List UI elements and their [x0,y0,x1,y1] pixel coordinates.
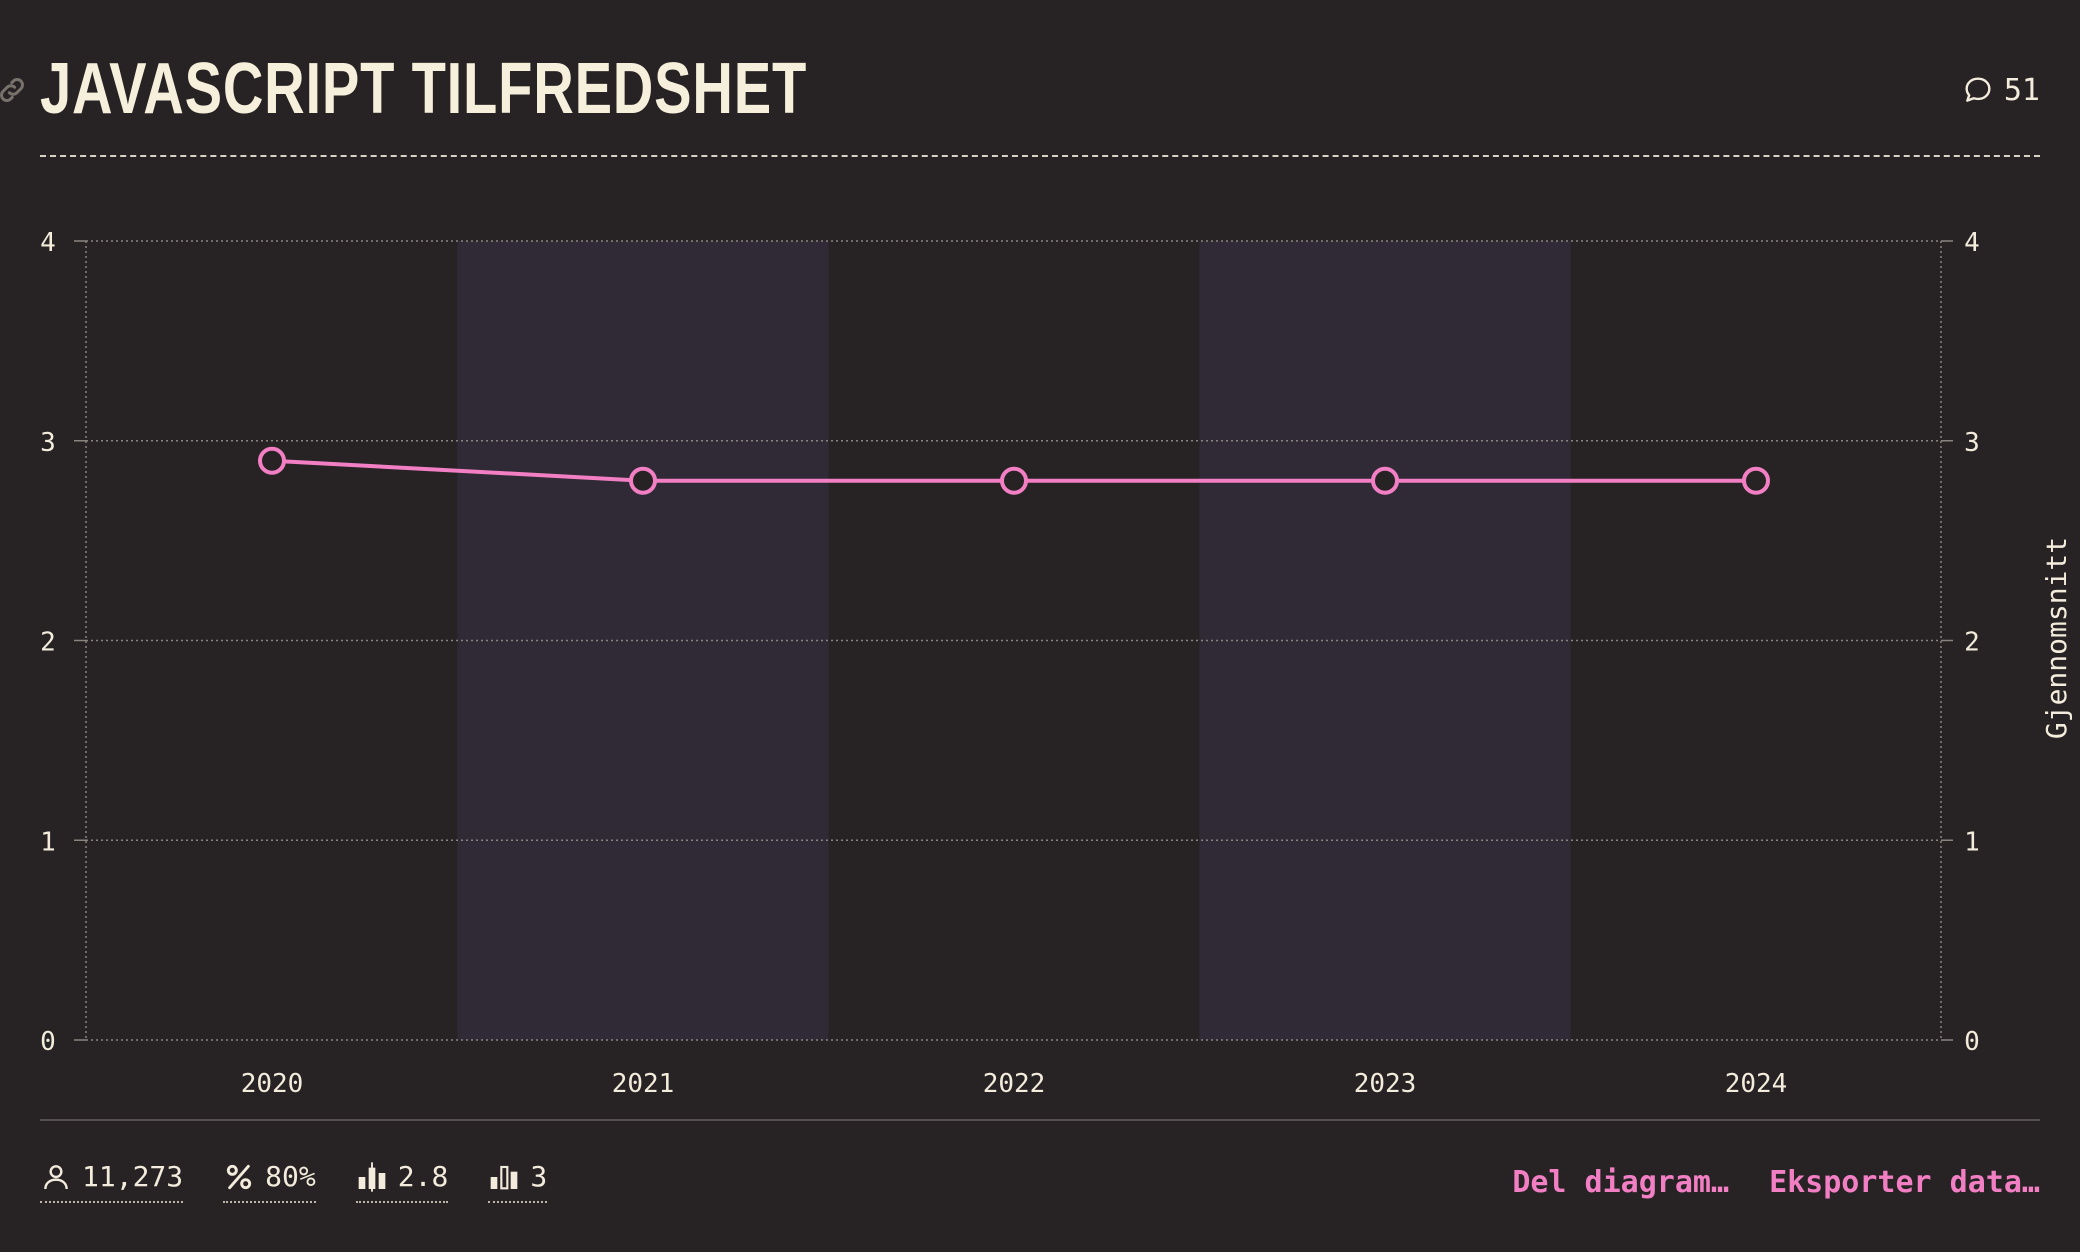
data-point [258,446,286,475]
chart-bands [457,241,1571,1040]
data-point [1742,466,1770,495]
y-tick-label: 4 [40,228,56,258]
chart-grid [74,240,1953,1041]
x-tick-label: 2023 [1354,1069,1417,1099]
median-bars-icon [490,1165,518,1189]
line-chart: 0 0 1 1 2 2 3 3 4 4 2020 2021 2022 2023 2024 Gjennomsn… [40,228,2073,1099]
stat-average[interactable]: 2.8 [355,1160,449,1203]
stat-value: 80% [265,1160,316,1193]
export-data-button[interactable]: Eksporter data… [1769,1165,2040,1200]
stat-respondents[interactable]: 11,273 [40,1160,184,1203]
stat-median[interactable]: 3 [488,1160,548,1203]
data-point [1000,466,1028,495]
stats-bar: 11,273 80% 2.8 3 [40,1160,548,1220]
share-chart-button[interactable]: Del diagram… [1512,1165,1730,1200]
comment-count: 51 [2003,72,2040,108]
stat-percentage[interactable]: 80% [223,1160,316,1203]
percent-icon [227,1164,252,1189]
x-tick-label: 2022 [983,1069,1046,1099]
y-axis-right-label: Gjennomsnitt [2040,537,2073,739]
y-tick-label: 3 [40,428,56,458]
link-icon[interactable] [0,74,28,106]
user-icon [44,1164,68,1189]
x-tick-label: 2021 [612,1069,675,1099]
y-tick-label-right: 2 [1964,628,1980,658]
comments-button[interactable]: 51 [1962,70,2040,110]
footer-divider [40,1119,2040,1121]
data-point [1371,466,1399,495]
header-divider [40,155,2040,157]
chart-header: JavaScript tilfredshet 51 [0,40,2040,160]
y-tick-label-right: 3 [1964,428,1980,458]
x-tick-label: 2020 [241,1069,304,1099]
stat-value: 2.8 [397,1160,449,1193]
stat-value: 3 [530,1160,548,1193]
chart-axes: 0 0 1 1 2 2 3 3 4 4 2020 2021 2022 2023 2024 [40,228,1980,1099]
data-point [629,466,657,495]
x-tick-label: 2024 [1725,1069,1788,1099]
y-tick-label: 1 [40,827,56,857]
y-tick-label-right: 1 [1964,827,1980,857]
y-tick-label-right: 0 [1964,1027,1980,1057]
page-title: JavaScript tilfredshet [40,44,807,134]
comment-icon [1965,77,1991,102]
chart-series [258,446,1770,495]
stat-value: 11,273 [82,1160,184,1193]
average-bars-icon [358,1161,386,1192]
chart-band [1199,241,1571,1040]
y-tick-label: 0 [40,1027,56,1057]
y-tick-label: 2 [40,628,56,658]
chart-actions: Del diagram… Eksporter data… [1512,1165,2040,1200]
y-tick-label-right: 4 [1964,228,1980,258]
page-title-text: JavaScript tilfredshet [40,49,808,129]
